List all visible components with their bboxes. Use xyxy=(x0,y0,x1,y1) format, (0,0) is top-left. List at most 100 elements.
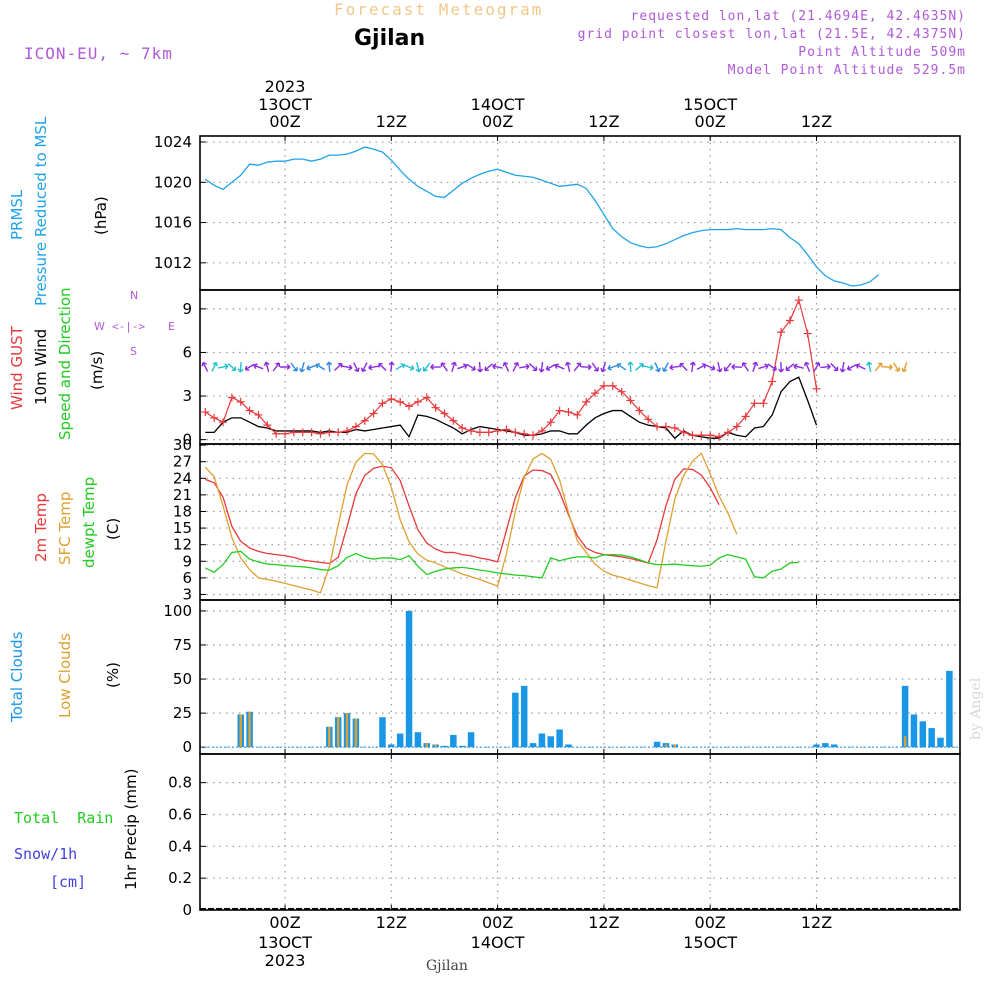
wind-direction-arrow xyxy=(545,363,556,371)
pressure-unit: (hPa) xyxy=(92,196,110,235)
wind-direction-arrow xyxy=(846,364,857,371)
total-cloud-bar xyxy=(520,685,528,748)
wind-arrow-shape xyxy=(564,361,571,373)
wind-direction-arrow xyxy=(820,363,831,370)
low-cloud-bar xyxy=(425,743,428,748)
precip-rain-label: Total Rain xyxy=(14,809,114,827)
top-time-date: 13OCT xyxy=(258,95,312,114)
wind-gust-point xyxy=(599,381,608,390)
wind-arrow-shape xyxy=(820,363,831,370)
wind-gust-point xyxy=(723,428,732,437)
wind-gust-point xyxy=(582,397,591,406)
wind-direction-arrow xyxy=(484,363,493,371)
wind-arrow-shape xyxy=(378,362,387,371)
wind-gust-point xyxy=(369,409,378,418)
y-tick-label: 0.4 xyxy=(168,837,192,855)
wind-gust-point xyxy=(608,381,617,390)
wind-direction-arrow xyxy=(512,361,520,372)
wind-direction-arrow xyxy=(696,363,707,371)
wind-gust-point xyxy=(334,428,343,437)
wind-gust-point xyxy=(803,329,812,338)
wind-arrow-shape xyxy=(679,362,688,372)
wind-direction-arrow xyxy=(616,363,627,371)
precip-cm-label: [cm] xyxy=(50,873,87,891)
footer-location: Gjilan xyxy=(426,958,468,974)
location-title: Gjilan xyxy=(354,26,426,51)
wind-gust-point xyxy=(573,410,582,419)
wind-direction-arrow xyxy=(492,363,503,370)
wind-gust-label: Wind GUST xyxy=(8,326,26,410)
wind-gust-point xyxy=(679,428,688,437)
wind-direction-arrow xyxy=(758,363,769,370)
total-cloud-bar xyxy=(565,744,572,748)
wind-direction-arrow xyxy=(457,363,468,370)
y-tick-label: 0 xyxy=(182,431,192,449)
total-cloud-bar xyxy=(813,744,820,748)
panel-frame xyxy=(199,443,961,601)
total-cloud-bar xyxy=(441,745,448,748)
total-cloud-bar xyxy=(414,732,422,748)
y-tick-label: 21 xyxy=(173,486,192,504)
wind-gust-point xyxy=(343,426,352,435)
wind-arrow-shape xyxy=(227,363,237,372)
wind-10m-line xyxy=(205,376,818,440)
y-tick-label: 0.8 xyxy=(168,774,192,792)
wind-arrow-shape xyxy=(395,363,406,371)
wind-arrow-shape xyxy=(415,361,422,373)
wind-gust-point xyxy=(307,428,316,437)
temp-unit: (C) xyxy=(104,517,122,540)
wind-direction-arrow xyxy=(227,363,237,372)
grid-coords: grid point closest lon,lat (21.5E, 42.43… xyxy=(577,27,966,42)
wind-direction-arrow xyxy=(341,364,353,371)
wind-direction-arrow xyxy=(669,364,680,371)
wind-gust-point xyxy=(529,431,538,440)
wind-arrow-shape xyxy=(263,361,270,372)
low-cloud-bar xyxy=(328,726,331,748)
wind-gust-point xyxy=(626,396,635,405)
temp-dew-label: dewpt Temp xyxy=(80,476,98,568)
wind-gust-point xyxy=(493,426,502,435)
wind-direction-arrow xyxy=(600,362,607,373)
wind-direction-arrow xyxy=(306,364,317,371)
y-tick-label: 30 xyxy=(173,436,192,454)
wind-direction-arrow xyxy=(353,362,360,373)
wind-direction-arrow xyxy=(591,362,599,372)
top-time-hour: 00Z xyxy=(482,112,513,131)
wind-gust-point xyxy=(750,399,759,408)
wind-gust-point xyxy=(263,421,272,430)
wind-direction-arrow xyxy=(378,362,387,371)
wind-direction-arrow xyxy=(767,363,777,371)
wind-direction-arrow xyxy=(689,361,696,373)
wind-direction-arrow xyxy=(272,362,281,372)
wind-arrow-shape xyxy=(457,363,468,370)
wind-direction-arrow xyxy=(333,362,343,371)
pressure-label-prmsl: PRMSL xyxy=(8,189,26,240)
wind-direction-arrow xyxy=(901,362,908,373)
wind-direction-arrow xyxy=(280,363,291,371)
wind-direction-arrow xyxy=(201,361,209,372)
wind-arrow-shape xyxy=(793,363,804,370)
precip-unit: 1hr Precip (mm) xyxy=(122,768,140,890)
wind-arrow-shape xyxy=(616,363,627,371)
cloud-total-label: Total Clouds xyxy=(8,631,26,722)
compass-n: N xyxy=(130,289,139,302)
bottom-time-hour: 12Z xyxy=(376,913,407,932)
wind-arrow-shape xyxy=(519,363,530,370)
wind-direction-arrow xyxy=(477,361,484,373)
wind-arrow-shape xyxy=(253,363,264,370)
total-cloud-bar xyxy=(405,610,413,748)
total-cloud-bar xyxy=(512,692,519,748)
wind-arrow-shape xyxy=(752,361,759,372)
wind-gust-point xyxy=(272,429,281,438)
top-time-hour: 12Z xyxy=(801,112,832,131)
total-cloud-bar xyxy=(547,736,555,748)
requested-coords: requested lon,lat (21.4694E, 42.4635N) xyxy=(630,9,966,24)
compass-e: E xyxy=(168,320,175,333)
wind-arrow-shape xyxy=(404,364,415,371)
top-time-hour: 12Z xyxy=(588,112,619,131)
y-tick-label: 9 xyxy=(182,300,192,318)
wind-direction-arrow xyxy=(211,361,218,372)
low-cloud-bar xyxy=(903,736,907,748)
temp-2m-line xyxy=(205,465,720,565)
